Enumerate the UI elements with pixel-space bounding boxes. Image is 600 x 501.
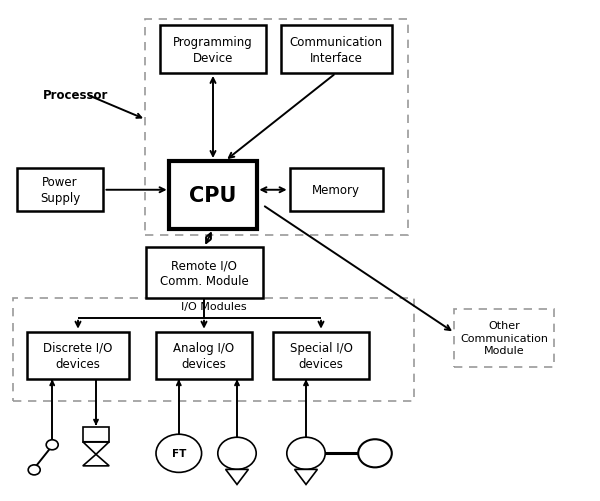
Bar	[145, 20, 408, 235]
Circle shape	[287, 437, 325, 469]
Bar	[290, 169, 383, 211]
Text: Remote I/O
Comm. Module: Remote I/O Comm. Module	[160, 259, 248, 288]
Circle shape	[156, 434, 202, 472]
Bar	[17, 169, 103, 211]
Text: I/O Modules: I/O Modules	[181, 302, 247, 312]
Text: Other
Communication
Module: Other Communication Module	[460, 321, 548, 356]
Text: Memory: Memory	[312, 184, 360, 197]
Bar	[83, 427, 109, 442]
Bar	[146, 248, 263, 298]
Text: CPU: CPU	[190, 185, 236, 205]
Bar	[455, 309, 554, 367]
Bar	[169, 161, 257, 229]
Text: Discrete I/O
devices: Discrete I/O devices	[43, 341, 113, 370]
Bar	[273, 332, 369, 380]
Polygon shape	[295, 469, 317, 484]
Bar	[13, 298, 414, 401]
Bar	[160, 26, 265, 74]
Circle shape	[28, 465, 40, 475]
Bar	[156, 332, 252, 380]
Text: Analog I/O
devices: Analog I/O devices	[173, 341, 235, 370]
Circle shape	[358, 439, 392, 467]
Text: Power
Supply: Power Supply	[40, 176, 80, 205]
Text: Special I/O
devices: Special I/O devices	[290, 341, 352, 370]
Circle shape	[46, 440, 58, 450]
Bar	[281, 26, 392, 74]
Text: Communication
Interface: Communication Interface	[289, 36, 383, 65]
Circle shape	[218, 437, 256, 469]
Bar	[27, 332, 129, 380]
Text: Processor: Processor	[43, 89, 109, 102]
Text: FT: FT	[172, 448, 186, 458]
Polygon shape	[226, 469, 248, 484]
Text: Programming
Device: Programming Device	[173, 36, 253, 65]
